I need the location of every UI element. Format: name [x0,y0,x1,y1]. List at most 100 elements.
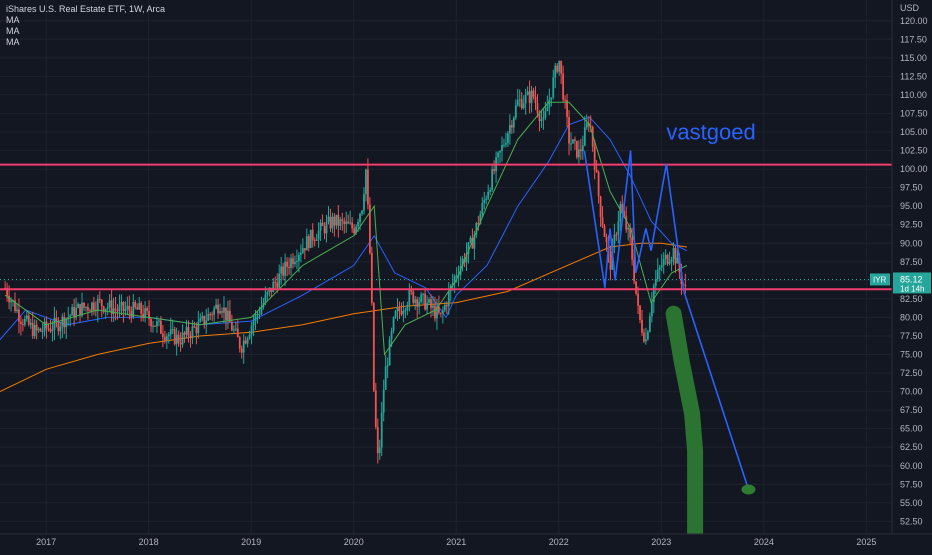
candle-body [447,291,450,307]
candle-body [16,309,18,312]
candle-body [380,412,383,448]
candle-body [550,97,553,100]
candle-body [234,328,237,330]
candle-body [136,307,139,310]
candle-body [83,302,85,308]
candle-body [548,99,551,108]
price-tag [893,272,931,294]
candle-body [246,338,249,344]
candle-body [179,342,182,345]
candle-body [593,146,596,170]
time-axis: 2017 2018 2019 2020 2021 2022 2023 2024 2025 [0,533,932,550]
candle-body [128,305,131,311]
candle-body [27,315,30,325]
candle-body [126,305,129,310]
candle-body [55,317,58,321]
candle-body [402,310,405,315]
candle-body [420,294,423,302]
legend-ma-2: MA [6,26,20,36]
candle-body [140,303,143,314]
candle-body [483,199,486,203]
candle-body [623,210,626,216]
candle-body [309,229,312,248]
candle-body [650,302,653,317]
candle-body [418,301,421,307]
candle-body [481,202,484,215]
candle-body [307,236,310,248]
candle-body [428,299,430,303]
candle-body [370,252,373,303]
candle-body [169,329,172,335]
candle-body [81,302,83,316]
price-tag-value: 85.12 [900,274,923,284]
y-tick-label: 107.50 [900,108,928,118]
candle-body [142,313,145,318]
candle-body [266,291,269,295]
candle-body [396,307,399,312]
candle-body [414,299,417,303]
candle-body [292,258,294,264]
candle-body [339,219,342,226]
candle-body [499,150,501,153]
candle-body [286,261,288,267]
candle-body [89,310,91,312]
candle-body [404,310,407,312]
candle-body [317,230,320,240]
candle-body [465,253,468,263]
candle-body [282,266,285,276]
candle-body [522,103,525,109]
candle-body [382,389,385,413]
candle-body [510,124,513,128]
y-tick-label: 115.00 [900,53,927,63]
candle-body [643,332,645,342]
candle-body [445,304,448,307]
candle-body [676,257,679,264]
candle-body [333,216,336,226]
candle-body [114,308,117,310]
candle-body [546,107,549,112]
x-tick-label: 2024 [754,537,774,547]
candle-body [376,427,379,454]
candle-body [189,335,192,338]
candle-body [532,90,535,97]
candle-body [570,143,572,145]
candle-body [197,321,200,334]
candle-body [205,320,208,325]
candle-body [544,111,547,118]
candle-body [524,94,527,104]
candle-body [501,145,503,151]
candle-body [485,198,488,200]
candle-body [343,220,346,225]
candle-body [505,143,507,145]
y-tick-label: 105.00 [900,127,928,137]
candle-body [124,309,127,311]
candle-body [319,222,322,231]
candle-body [574,139,576,141]
candle-body [518,99,521,101]
candle-body [670,259,673,263]
candle-body [603,226,606,237]
candle-body [367,169,369,205]
candle-body [37,328,40,331]
candle-body [8,295,10,303]
candle-body [355,226,357,234]
candle-body [619,204,622,222]
candle-body [148,310,150,320]
candle-body [424,293,426,310]
candle-body [583,127,586,146]
candle-body [627,228,630,230]
candle-body [258,313,261,315]
candle-body [477,223,480,225]
candle-body [209,313,212,315]
candle-body [491,169,494,190]
drawing-zigzag-line [583,150,750,490]
candle-body [187,327,190,336]
candle-body [613,234,616,244]
candle-body [303,248,306,251]
y-tick-label: 95.00 [900,201,923,211]
x-tick-label: 2021 [446,537,466,547]
candle-body [100,299,103,307]
candle-body [668,262,671,264]
